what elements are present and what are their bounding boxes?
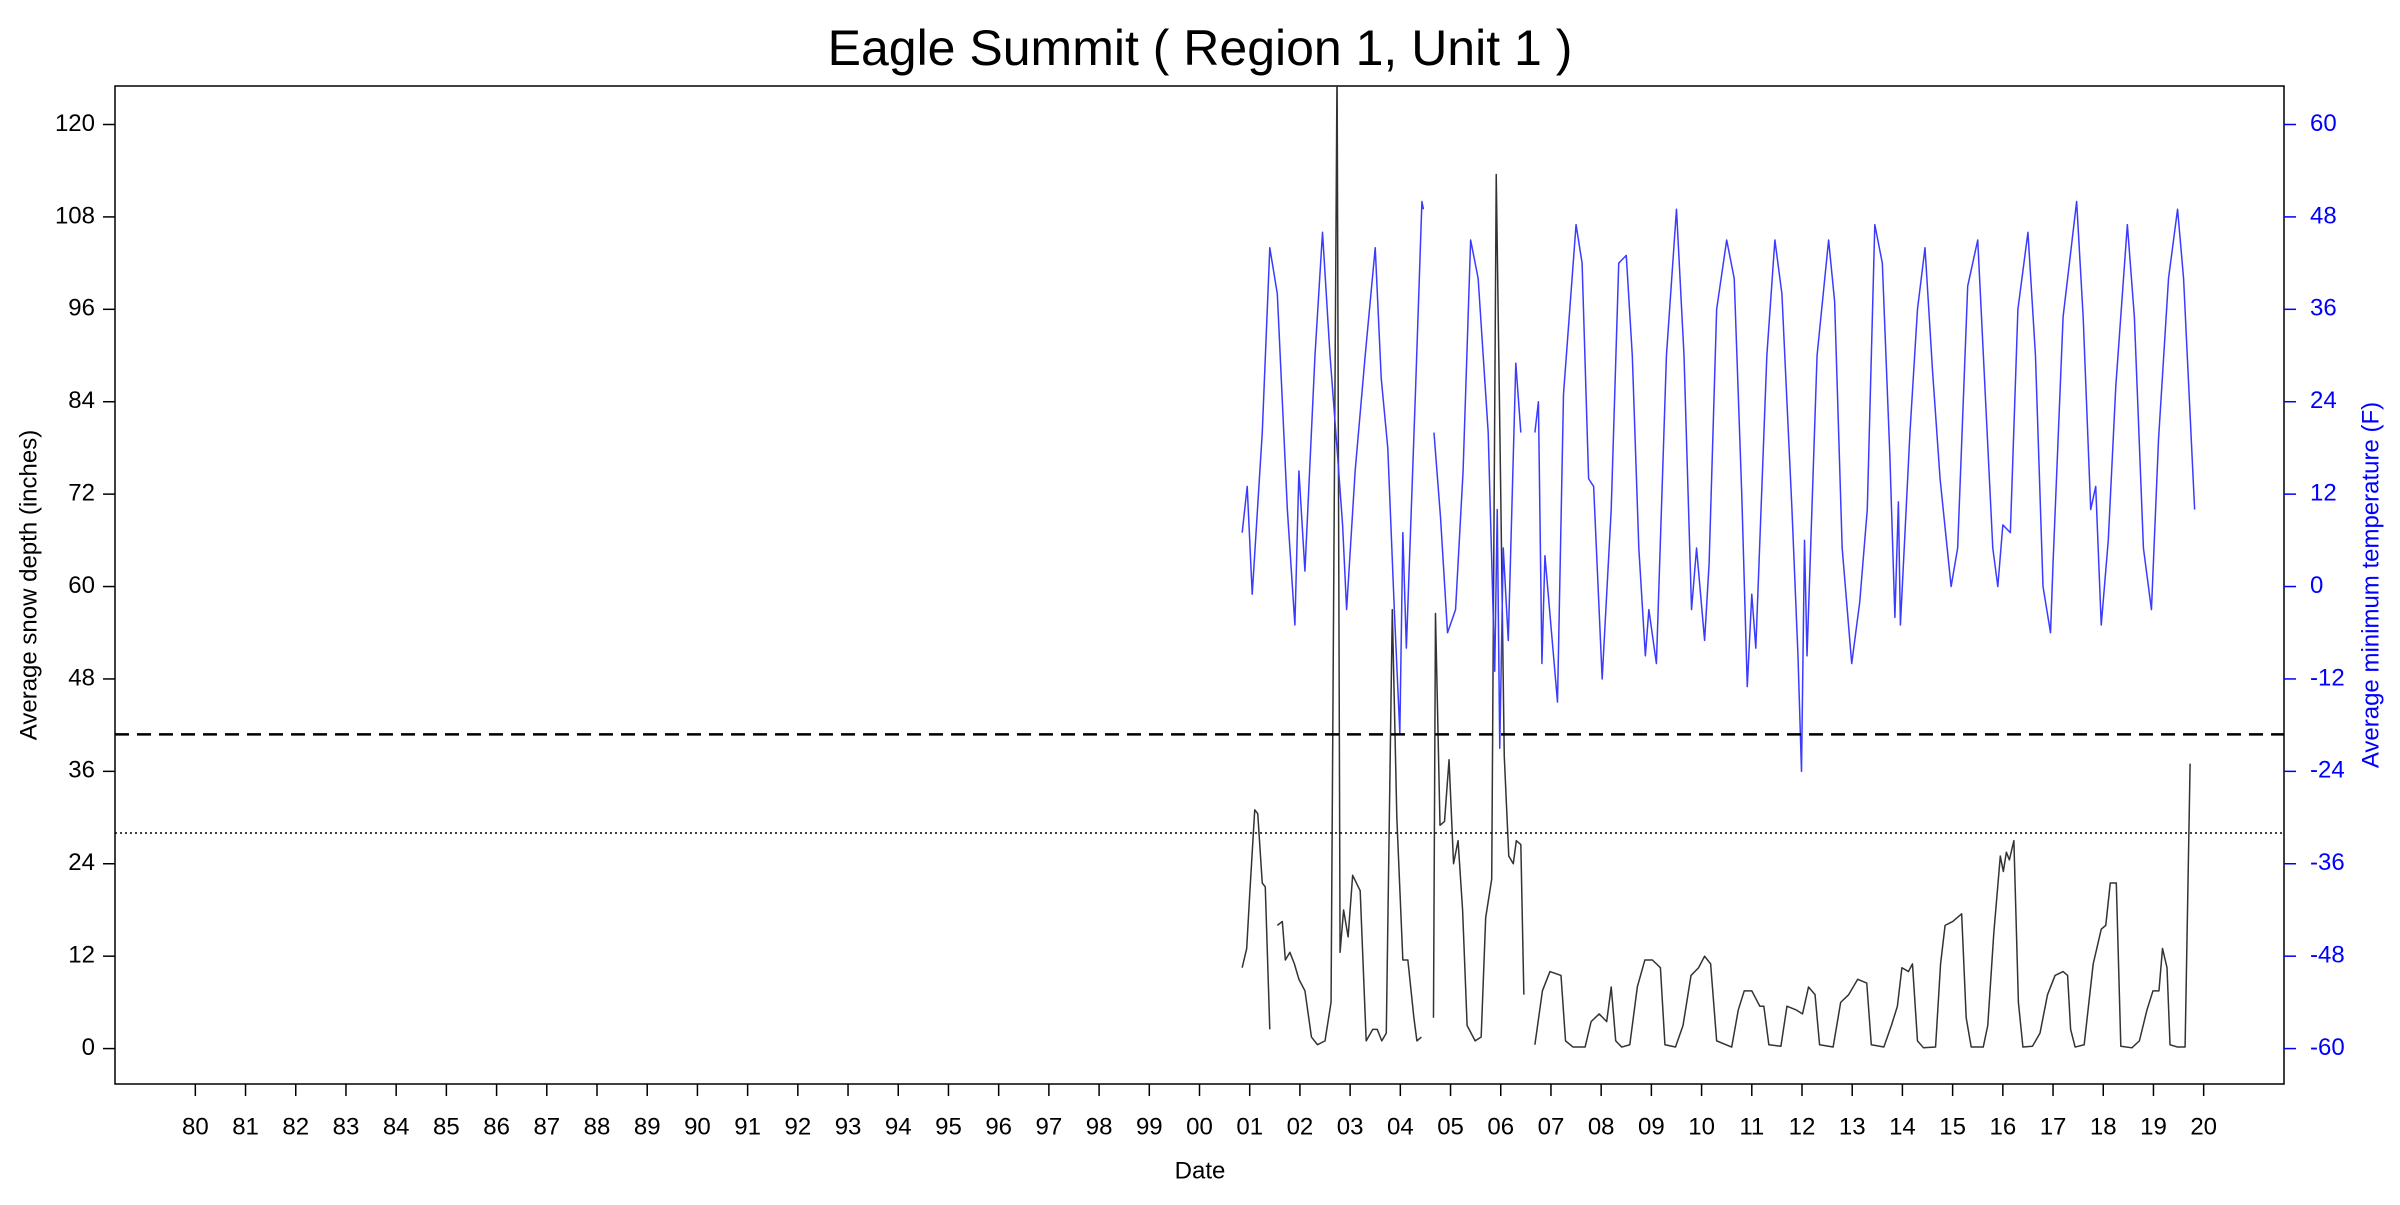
x-tick-label: 93 <box>835 1113 862 1140</box>
x-tick-label: 09 <box>1638 1113 1665 1140</box>
x-tick-label: 88 <box>584 1113 611 1140</box>
y-tick-label: 48 <box>68 664 95 691</box>
y2-tick-label: -36 <box>2310 849 2345 876</box>
plot-frame <box>114 85 2285 1085</box>
x-tick-label: 97 <box>1036 1113 1063 1140</box>
data-line <box>1241 200 2196 773</box>
y-axis-label: Average snow depth (inches) <box>15 430 42 740</box>
x-tick-label: 90 <box>684 1113 711 1140</box>
y2-tick-label: -12 <box>2310 664 2345 691</box>
x-tick-label: 12 <box>1789 1113 1816 1140</box>
x-tick-label: 99 <box>1136 1113 1163 1140</box>
x-tick-label: 92 <box>784 1113 811 1140</box>
x-tick-label: 06 <box>1487 1113 1514 1140</box>
x-tick-label: 81 <box>232 1113 259 1140</box>
x-tick-label: 04 <box>1387 1113 1414 1140</box>
x-tick-label: 82 <box>282 1113 309 1140</box>
y-tick-label: 72 <box>68 479 95 506</box>
x-tick-label: 95 <box>935 1113 962 1140</box>
x-tick-label: 15 <box>1939 1113 1966 1140</box>
x-tick-label: 80 <box>182 1113 209 1140</box>
y-tick-label: 36 <box>68 757 95 784</box>
y2-tick-label: 24 <box>2310 387 2337 414</box>
x-tick-label: 19 <box>2140 1113 2167 1140</box>
x-tick-label: 01 <box>1236 1113 1263 1140</box>
y2-tick-label: 12 <box>2310 479 2337 506</box>
x-tick-label: 14 <box>1889 1113 1916 1140</box>
y-tick-label: 84 <box>68 387 95 414</box>
y-tick-label: 108 <box>55 202 95 229</box>
x-tick-label: 91 <box>734 1113 761 1140</box>
y-tick-label: 60 <box>68 572 95 599</box>
x-tick-label: 13 <box>1839 1113 1866 1140</box>
x-tick-label: 16 <box>1989 1113 2016 1140</box>
x-tick-label: 94 <box>885 1113 912 1140</box>
x-tick-label: 05 <box>1437 1113 1464 1140</box>
y-tick-label: 0 <box>82 1034 95 1061</box>
x-tick-label: 00 <box>1186 1113 1213 1140</box>
x-tick-label: 85 <box>433 1113 460 1140</box>
y-tick-label: 96 <box>68 295 95 322</box>
data-line <box>1241 86 2191 1049</box>
x-tick-label: 18 <box>2090 1113 2117 1140</box>
x-tick-label: 83 <box>333 1113 360 1140</box>
y2-axis-label: Average minimum temperature (F) <box>2357 402 2384 768</box>
x-tick-label: 17 <box>2040 1113 2067 1140</box>
x-axis-label: Date <box>1175 1157 1226 1184</box>
x-tick-label: 11 <box>1739 1113 1764 1140</box>
y2-tick-label: -24 <box>2310 757 2345 784</box>
y2-tick-label: 60 <box>2310 110 2337 137</box>
y-tick-label: 12 <box>68 942 95 969</box>
x-tick-label: 02 <box>1287 1113 1314 1140</box>
y2-tick-label: 36 <box>2310 295 2337 322</box>
x-tick-label: 84 <box>383 1113 410 1140</box>
x-tick-label: 86 <box>483 1113 510 1140</box>
y-tick-label: 120 <box>55 110 95 137</box>
y2-tick-label: -48 <box>2310 942 2345 969</box>
y2-tick-label: 48 <box>2310 202 2337 229</box>
y2-tick-label: 0 <box>2310 572 2323 599</box>
x-tick-label: 87 <box>533 1113 560 1140</box>
x-tick-label: 03 <box>1337 1113 1364 1140</box>
x-tick-label: 98 <box>1086 1113 1113 1140</box>
x-tick-label: 10 <box>1688 1113 1715 1140</box>
y2-tick-label: -60 <box>2310 1034 2345 1061</box>
x-tick-label: 20 <box>2190 1113 2217 1140</box>
y-tick-label: 24 <box>68 849 95 876</box>
plot-area <box>1241 86 2196 1049</box>
x-tick-label: 96 <box>985 1113 1012 1140</box>
chart-title: Eagle Summit ( Region 1, Unit 1 ) <box>828 20 1573 76</box>
x-tick-label: 07 <box>1538 1113 1565 1140</box>
x-tick-label: 08 <box>1588 1113 1615 1140</box>
x-tick-label: 89 <box>634 1113 661 1140</box>
